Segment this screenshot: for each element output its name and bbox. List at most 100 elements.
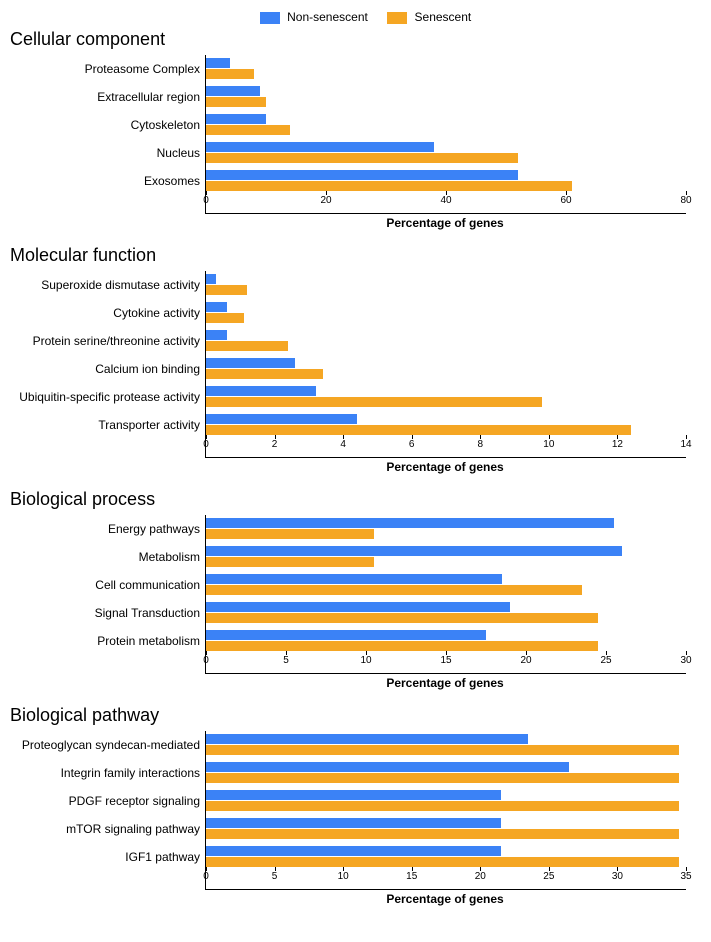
- tick-label: 20: [520, 655, 531, 666]
- tick-label: 10: [543, 439, 554, 450]
- chart-row: Extracellular region: [206, 83, 686, 111]
- bar-senescent: [206, 829, 679, 839]
- row-label: Energy pathways: [10, 515, 206, 543]
- chart-row: Cytoskeleton: [206, 111, 686, 139]
- legend-label-senescent: Senescent: [415, 10, 472, 24]
- chart-row: PDGF receptor signaling: [206, 787, 686, 815]
- bar-non-senescent: [206, 846, 501, 856]
- bar-non-senescent: [206, 790, 501, 800]
- tick-label: 5: [283, 655, 289, 666]
- bar-non-senescent: [206, 142, 434, 152]
- tick-label: 60: [560, 195, 571, 206]
- chart: Energy pathwaysMetabolismCell communicat…: [205, 515, 686, 674]
- x-axis: 051015202530: [206, 655, 686, 673]
- row-label: Superoxide dismutase activity: [10, 271, 206, 299]
- row-label: Protein serine/threonine activity: [10, 327, 206, 355]
- x-axis: 02468101214: [206, 439, 686, 457]
- bar-non-senescent: [206, 58, 230, 68]
- row-label: Proteoglycan syndecan-mediated: [10, 731, 206, 759]
- bar-senescent: [206, 125, 290, 135]
- panel-0: Cellular component Proteasome ComplexExtr…: [10, 29, 711, 230]
- row-label: Ubiquitin-specific protease activity: [10, 383, 206, 411]
- chart: Proteasome ComplexExtracellular regionCy…: [205, 55, 686, 214]
- bar-senescent: [206, 397, 542, 407]
- tick-label: 15: [406, 871, 417, 882]
- tick-label: 0: [203, 195, 209, 206]
- x-axis-label: Percentage of genes: [205, 460, 685, 474]
- tick-label: 14: [680, 439, 691, 450]
- legend-item-senescent: Senescent: [387, 10, 471, 24]
- tick-label: 15: [440, 655, 451, 666]
- bar-senescent: [206, 613, 598, 623]
- bar-senescent: [206, 285, 247, 295]
- row-label: Integrin family interactions: [10, 759, 206, 787]
- tick-label: 0: [203, 655, 209, 666]
- row-label: Transporter activity: [10, 411, 206, 439]
- legend: Non-senescent Senescent: [10, 10, 711, 24]
- x-axis-label: Percentage of genes: [205, 216, 685, 230]
- chart-row: Proteasome Complex: [206, 55, 686, 83]
- bar-senescent: [206, 857, 679, 867]
- chart-row: Signal Transduction: [206, 599, 686, 627]
- x-axis: 020406080: [206, 195, 686, 213]
- chart: Proteoglycan syndecan-mediatedIntegrin f…: [205, 731, 686, 890]
- chart-row: IGF1 pathway: [206, 843, 686, 871]
- tick-label: 30: [680, 655, 691, 666]
- chart-row: Metabolism: [206, 543, 686, 571]
- bar-non-senescent: [206, 358, 295, 368]
- bar-non-senescent: [206, 762, 569, 772]
- legend-item-non-senescent: Non-senescent: [260, 10, 368, 24]
- chart-row: Cytokine activity: [206, 299, 686, 327]
- bar-senescent: [206, 97, 266, 107]
- bar-non-senescent: [206, 734, 528, 744]
- bar-senescent: [206, 341, 288, 351]
- row-label: Cytokine activity: [10, 299, 206, 327]
- legend-swatch-non-senescent: [260, 12, 280, 24]
- bar-senescent: [206, 585, 582, 595]
- tick-label: 4: [340, 439, 346, 450]
- bar-senescent: [206, 313, 244, 323]
- row-label: Metabolism: [10, 543, 206, 571]
- tick-label: 5: [272, 871, 278, 882]
- bar-non-senescent: [206, 518, 614, 528]
- row-label: IGF1 pathway: [10, 843, 206, 871]
- bar-non-senescent: [206, 114, 266, 124]
- tick-label: 6: [409, 439, 415, 450]
- panel-title: Biological pathway: [10, 705, 711, 726]
- tick-label: 25: [543, 871, 554, 882]
- tick-label: 10: [360, 655, 371, 666]
- tick-label: 0: [203, 871, 209, 882]
- bar-non-senescent: [206, 86, 260, 96]
- bar-non-senescent: [206, 630, 486, 640]
- x-axis: 05101520253035: [206, 871, 686, 889]
- chart: Superoxide dismutase activityCytokine ac…: [205, 271, 686, 458]
- tick-label: 35: [680, 871, 691, 882]
- bar-senescent: [206, 153, 518, 163]
- chart-row: Integrin family interactions: [206, 759, 686, 787]
- panel-title: Cellular component: [10, 29, 711, 50]
- bar-senescent: [206, 557, 374, 567]
- row-label: Proteasome Complex: [10, 55, 206, 83]
- chart-row: mTOR signaling pathway: [206, 815, 686, 843]
- row-label: Cytoskeleton: [10, 111, 206, 139]
- panel-3: Biological pathway Proteoglycan syndecan-…: [10, 705, 711, 906]
- row-label: Exosomes: [10, 167, 206, 195]
- row-label: Signal Transduction: [10, 599, 206, 627]
- chart-row: Calcium ion binding: [206, 355, 686, 383]
- bar-senescent: [206, 425, 631, 435]
- row-label: Extracellular region: [10, 83, 206, 111]
- row-label: Cell communication: [10, 571, 206, 599]
- row-label: PDGF receptor signaling: [10, 787, 206, 815]
- chart-row: Nucleus: [206, 139, 686, 167]
- bar-non-senescent: [206, 414, 357, 424]
- bar-non-senescent: [206, 274, 216, 284]
- bar-senescent: [206, 69, 254, 79]
- bar-senescent: [206, 181, 572, 191]
- bar-non-senescent: [206, 302, 227, 312]
- bar-senescent: [206, 801, 679, 811]
- tick-label: 20: [475, 871, 486, 882]
- bar-non-senescent: [206, 818, 501, 828]
- row-label: Calcium ion binding: [10, 355, 206, 383]
- tick-label: 2: [272, 439, 278, 450]
- panel-2: Biological processEnergy pathwaysMetabol…: [10, 489, 711, 690]
